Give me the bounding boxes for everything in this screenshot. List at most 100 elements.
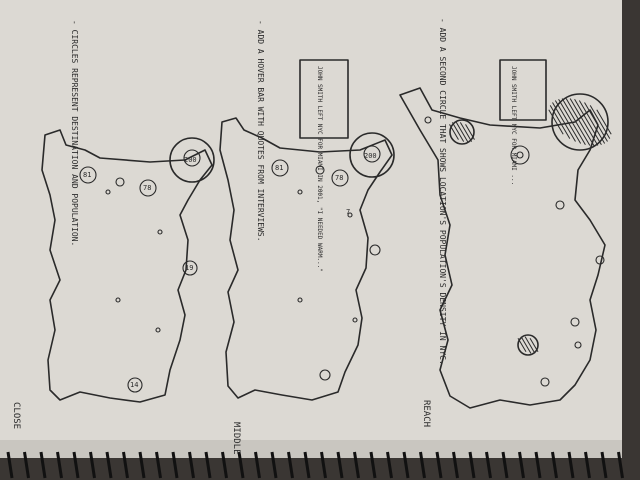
circle-number: 14	[130, 381, 138, 389]
destination-circle-large	[349, 132, 395, 178]
hatch-line	[589, 105, 611, 139]
spiral-ring	[303, 451, 311, 479]
spiral-ring	[468, 451, 476, 479]
spiral-ring	[105, 451, 113, 479]
spiral-ring	[353, 451, 360, 479]
spiral-ring	[39, 451, 47, 479]
spiral-ring	[122, 451, 129, 479]
population-circle	[369, 244, 381, 256]
population-circle	[352, 317, 358, 323]
population-circle	[157, 229, 163, 235]
label-close: CLOSE	[11, 402, 21, 429]
population-circle	[363, 145, 381, 163]
spiral-ring	[171, 451, 179, 479]
density-circle-hatched	[517, 334, 539, 356]
population-circle	[347, 212, 353, 218]
quote-box	[499, 59, 547, 121]
spiral-ring	[534, 451, 542, 479]
population-circle	[555, 200, 565, 210]
hatch-line	[574, 98, 602, 146]
spiral-ring	[89, 451, 96, 479]
spiral-ring	[386, 451, 393, 479]
spiral-ring	[221, 451, 228, 479]
hatch-line	[558, 98, 586, 146]
paper-page	[0, 0, 622, 458]
spiral-ring	[23, 451, 30, 479]
population-circle	[510, 145, 530, 165]
spiral-ring	[419, 451, 426, 479]
sketch-middle: 200 81 78 7 JOHN SMITH LEFT NYC FOR MIAM…	[219, 20, 395, 455]
hover-bar-quote: JOHN SMITH LEFT NYC FOR MIAMI IN 2001, "…	[316, 66, 323, 272]
spiral-binding	[6, 451, 624, 479]
spiral-ring	[254, 451, 261, 479]
note-close: - CIRCLES REPRESENT DESTINATION AND POPU…	[70, 20, 79, 246]
population-circle	[115, 177, 125, 187]
label-middle: MIDDLE	[231, 422, 241, 455]
population-circle	[595, 255, 605, 265]
note-middle: - ADD A HOVER BAR WITH QUOTES FROM INTER…	[256, 20, 265, 242]
hatch-line	[569, 98, 599, 146]
population-circle	[570, 317, 580, 327]
circle-number: 200	[364, 152, 377, 160]
label-reach: REACH	[421, 400, 431, 427]
population-circle	[183, 149, 201, 167]
quote-text: JOHN SMITH LEFT NYC FOR MIAMI ...	[510, 66, 517, 185]
spiral-ring	[56, 451, 63, 479]
spiral-ring	[485, 451, 492, 479]
density-circle-hatched	[449, 119, 475, 145]
spiral-ring	[336, 451, 344, 479]
hatch-line	[465, 124, 475, 140]
hatch-line	[451, 122, 465, 142]
spiral-ring	[204, 451, 212, 479]
population-circle	[319, 369, 331, 381]
destination-circle-large	[169, 137, 215, 183]
spiral-ring	[320, 451, 327, 479]
spiral-ring	[6, 451, 14, 479]
population-circle	[315, 165, 325, 175]
population-circle	[155, 327, 161, 333]
hover-bar-quote-box	[299, 59, 349, 139]
hatch-line	[520, 336, 532, 354]
population-circle	[105, 189, 111, 195]
spiral-ring	[452, 451, 459, 479]
circle-number: 81	[275, 164, 283, 172]
spiral-ring	[435, 451, 443, 479]
circle-number: 200	[184, 156, 197, 164]
spiral-ring	[72, 451, 80, 479]
spiral-ring	[600, 451, 608, 479]
sketch-reach: JOHN SMITH LEFT NYC FOR MIAMI ... - ADD …	[399, 18, 612, 427]
population-circle	[271, 159, 289, 177]
spiral-ring	[138, 451, 146, 479]
spiral-ring	[518, 451, 525, 479]
hatch-line	[584, 102, 608, 142]
spiral-ring	[369, 451, 377, 479]
spiral-ring	[567, 451, 575, 479]
population-circle	[79, 166, 97, 184]
density-circle-hatched	[551, 93, 609, 151]
spiral-ring	[551, 451, 558, 479]
circle-number: 81	[83, 171, 91, 179]
hatch-line	[554, 100, 582, 144]
hatch-line	[552, 102, 576, 142]
population-circle	[424, 116, 432, 124]
hatch-line	[455, 121, 469, 143]
population-circle	[127, 377, 143, 393]
hatch-line	[548, 109, 564, 135]
hatch-line	[565, 97, 595, 147]
spiral-ring	[188, 451, 195, 479]
us-map-outline-middle	[219, 117, 393, 401]
population-circle	[331, 169, 349, 187]
spiral-ring	[402, 451, 410, 479]
hatch-line	[529, 337, 539, 353]
spiral-ring	[501, 451, 509, 479]
note-reach: - ADD A SECOND CIRCLE THAT SHOWS LOCATIO…	[438, 18, 447, 365]
hatch-line	[459, 122, 473, 142]
hatch-line	[524, 336, 536, 354]
hatch-line	[449, 124, 459, 140]
population-circle	[139, 179, 157, 197]
spiral-ring	[617, 451, 624, 479]
population-circle	[297, 297, 303, 303]
population-circle	[516, 151, 524, 159]
hatch-line	[517, 337, 527, 353]
